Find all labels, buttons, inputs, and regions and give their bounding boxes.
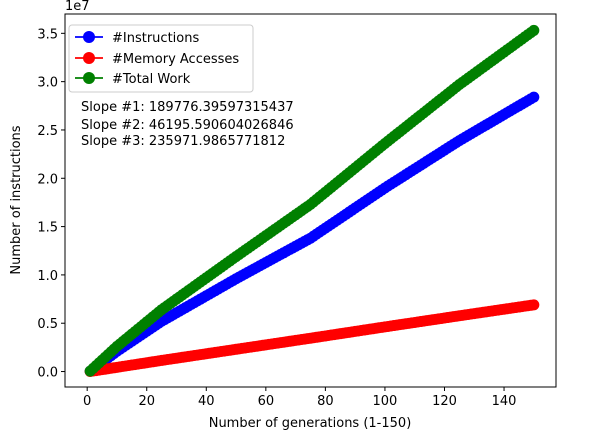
y-axis-label: Number of instructions <box>9 125 24 274</box>
plot-frame <box>64 13 557 388</box>
y-tick-label: 1.5 <box>37 221 58 236</box>
y-offset-text: 1e7 <box>65 0 90 14</box>
x-tick-label: 100 <box>373 394 398 409</box>
data-point <box>528 24 540 36</box>
y-tick-label: 2.5 <box>37 124 58 139</box>
y-tick-label: 0.5 <box>37 317 58 332</box>
y-axis: 0.0 0.5 1.0 1.5 2.0 2.5 3.0 3.5 <box>37 27 65 381</box>
x-tick-label: 0 <box>83 394 91 409</box>
legend-marker-memory-accesses <box>83 52 95 64</box>
x-axis: 0 20 40 60 80 100 120 140 <box>83 387 516 409</box>
x-axis-label: Number of generations (1-150) <box>209 416 412 431</box>
y-tick-label: 0.0 <box>37 366 58 381</box>
slope-annotation-2: Slope #2: 46195.590604026846 <box>81 118 294 133</box>
legend-label-memory-accesses: #Memory Accesses <box>112 52 239 67</box>
x-tick-label: 40 <box>198 394 215 409</box>
x-tick-label: 80 <box>317 394 334 409</box>
x-tick-label: 60 <box>258 394 275 409</box>
slope-annotation-1: Slope #1: 189776.39597315437 <box>81 100 294 115</box>
data-point <box>528 91 540 103</box>
y-tick-label: 3.0 <box>37 76 58 91</box>
legend: #Instructions #Memory Accesses #Total Wo… <box>68 24 254 93</box>
legend-item-total-work: #Total Work <box>75 72 191 87</box>
legend-item-memory-accesses: #Memory Accesses <box>75 52 239 67</box>
legend-box <box>68 24 254 93</box>
legend-marker-instructions <box>83 31 95 43</box>
plot-series <box>84 24 540 377</box>
slope-annotations: Slope #1: 189776.39597315437 Slope #2: 4… <box>81 100 294 149</box>
legend-item-instructions: #Instructions <box>75 31 199 46</box>
y-tick-label: 2.0 <box>37 172 58 187</box>
legend-label-instructions: #Instructions <box>112 31 199 46</box>
legend-label-total-work: #Total Work <box>112 72 191 87</box>
y-tick-label: 3.5 <box>37 27 58 42</box>
x-tick-label: 140 <box>492 394 517 409</box>
slope-annotation-3: Slope #3: 235971.9865771812 <box>81 134 285 149</box>
data-point <box>528 299 540 311</box>
x-tick-label: 120 <box>432 394 457 409</box>
legend-marker-total-work <box>83 72 95 84</box>
x-tick-label: 20 <box>138 394 155 409</box>
series-3 <box>84 24 540 377</box>
y-tick-label: 1.0 <box>37 269 58 284</box>
